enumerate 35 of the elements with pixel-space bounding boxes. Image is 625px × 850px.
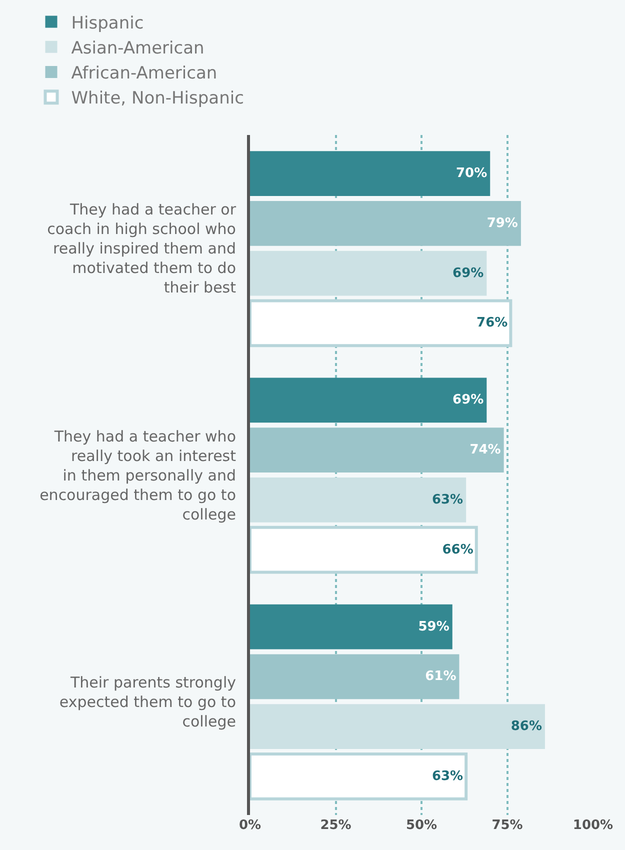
bar bbox=[250, 151, 490, 196]
x-tick-label: 75% bbox=[492, 818, 523, 833]
bar bbox=[250, 654, 460, 700]
bar bbox=[250, 200, 521, 246]
data-label: 66% bbox=[442, 542, 474, 558]
bar bbox=[250, 526, 478, 574]
legend-label: White, Non-Hispanic bbox=[71, 88, 244, 109]
legend-label: Hispanic bbox=[71, 13, 144, 34]
data-label: 79% bbox=[486, 216, 518, 231]
data-label: 86% bbox=[510, 719, 542, 734]
bar bbox=[250, 250, 487, 296]
bar bbox=[250, 477, 466, 522]
bar bbox=[250, 378, 487, 423]
x-tick-label: 25% bbox=[320, 818, 352, 833]
bar bbox=[250, 752, 468, 800]
y-tick-label: They had a teacher who really took an interest in them personally and encouraged them to go to college bbox=[40, 427, 236, 524]
bar bbox=[250, 428, 504, 473]
bar bbox=[250, 604, 452, 650]
data-label: 70% bbox=[456, 166, 488, 182]
data-label: 61% bbox=[425, 669, 456, 684]
data-label: 59% bbox=[418, 619, 450, 634]
bar bbox=[250, 704, 545, 750]
x-tick-label: 0% bbox=[238, 818, 262, 833]
legend-label: Asian-American bbox=[71, 38, 204, 59]
data-label: 76% bbox=[476, 316, 508, 331]
legend-label: African-American bbox=[71, 64, 218, 84]
data-label: 74% bbox=[470, 442, 501, 458]
y-tick-label: They had a teacher or coach in high school who really inspired them and motivated them to do their best bbox=[47, 200, 237, 297]
x-tick-label: 100% bbox=[572, 818, 614, 833]
data-label: 69% bbox=[452, 392, 484, 408]
data-label: 69% bbox=[452, 266, 484, 281]
y-tick-label: Their parents strongly expected them to go to college bbox=[59, 673, 236, 730]
data-label: 63% bbox=[432, 492, 464, 508]
x-tick-label: 50% bbox=[406, 818, 438, 833]
data-label: 63% bbox=[432, 768, 464, 784]
